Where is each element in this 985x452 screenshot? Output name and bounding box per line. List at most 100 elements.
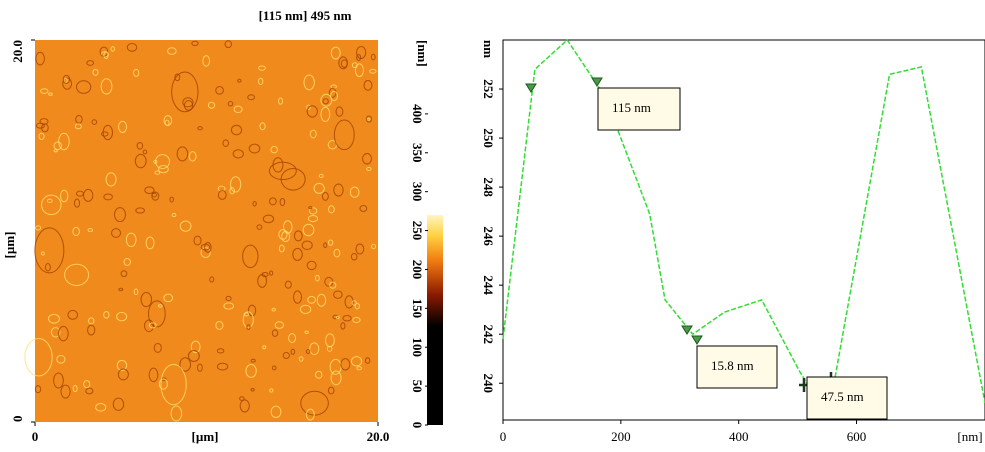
grain — [53, 372, 64, 389]
grain — [216, 362, 229, 371]
grain — [179, 220, 192, 232]
grain — [321, 191, 329, 201]
grain — [313, 182, 325, 194]
grain — [340, 322, 346, 330]
grain — [362, 152, 373, 165]
grain — [250, 387, 255, 392]
grain — [158, 304, 163, 308]
grain — [328, 205, 335, 214]
grain — [365, 115, 373, 123]
grain — [239, 399, 250, 413]
grain — [105, 172, 117, 187]
grain — [60, 189, 69, 203]
y-tick-label: 20.0 — [10, 40, 25, 63]
grain — [158, 164, 169, 174]
grain — [329, 281, 337, 289]
grain — [278, 229, 288, 240]
grain — [330, 370, 342, 386]
grain — [330, 90, 339, 102]
grain — [40, 88, 49, 94]
grain — [179, 357, 192, 372]
grain — [209, 276, 215, 283]
grain — [182, 97, 194, 108]
annotation-box — [597, 87, 681, 131]
grain — [269, 388, 274, 393]
grain — [335, 316, 340, 319]
grain — [47, 313, 60, 324]
annotation-box — [806, 376, 888, 420]
grain — [60, 384, 71, 399]
grain — [278, 97, 284, 105]
grain — [123, 257, 131, 267]
grain — [256, 224, 263, 230]
grain — [62, 74, 71, 84]
grain — [87, 324, 96, 336]
grain — [306, 104, 311, 111]
grain — [117, 368, 129, 381]
cursor-marker — [525, 83, 537, 93]
grain — [247, 304, 257, 317]
grain — [132, 68, 140, 77]
grain — [103, 193, 113, 201]
colorbar — [427, 215, 443, 425]
grain — [191, 40, 199, 47]
grain — [320, 93, 333, 107]
grain — [328, 239, 334, 246]
grain — [355, 243, 365, 255]
cursor-marker — [691, 335, 703, 345]
grain — [247, 94, 255, 101]
grain — [271, 365, 277, 371]
grain — [136, 141, 144, 150]
grain — [187, 350, 200, 362]
grain — [370, 53, 376, 61]
grain — [242, 244, 259, 269]
grain — [354, 63, 364, 78]
grain — [39, 118, 49, 125]
grain — [318, 173, 324, 179]
grain — [288, 333, 297, 344]
grain — [274, 321, 285, 329]
x-tick-label: 600 — [847, 429, 867, 444]
grain — [204, 242, 212, 253]
grain — [299, 304, 312, 315]
grain — [338, 56, 348, 70]
grain — [163, 293, 174, 303]
grain — [100, 78, 113, 95]
grain — [176, 146, 189, 162]
grain — [282, 352, 290, 360]
grain — [64, 263, 90, 287]
grain — [153, 342, 162, 353]
grain — [140, 291, 153, 308]
grain — [53, 141, 62, 151]
grain — [75, 80, 92, 94]
grain — [202, 55, 211, 67]
y-axis-label: [µm] — [2, 232, 17, 259]
grain — [224, 40, 233, 49]
grain — [158, 378, 168, 390]
grain — [305, 408, 315, 421]
y-tick-label: 240 — [481, 373, 496, 393]
grain — [116, 311, 128, 322]
grain — [356, 366, 362, 371]
grain — [293, 230, 303, 242]
grain — [369, 68, 377, 74]
grain — [148, 322, 157, 329]
x-axis-label: [nm] — [957, 429, 982, 444]
grain — [163, 115, 173, 126]
x-axis-label: [µm] — [192, 429, 219, 444]
y-tick-label: 250 — [481, 128, 496, 148]
grain — [215, 320, 224, 330]
grain — [223, 302, 235, 310]
cursor-marker — [681, 325, 693, 335]
grain — [308, 207, 318, 215]
grain — [160, 363, 187, 406]
y-axis-label: nm — [481, 40, 496, 58]
grain — [118, 287, 124, 292]
grain — [262, 214, 275, 224]
grain — [197, 126, 203, 131]
grain — [302, 223, 315, 237]
grain — [83, 380, 91, 389]
grain — [174, 73, 181, 82]
grain — [83, 188, 94, 202]
grain — [34, 227, 65, 274]
